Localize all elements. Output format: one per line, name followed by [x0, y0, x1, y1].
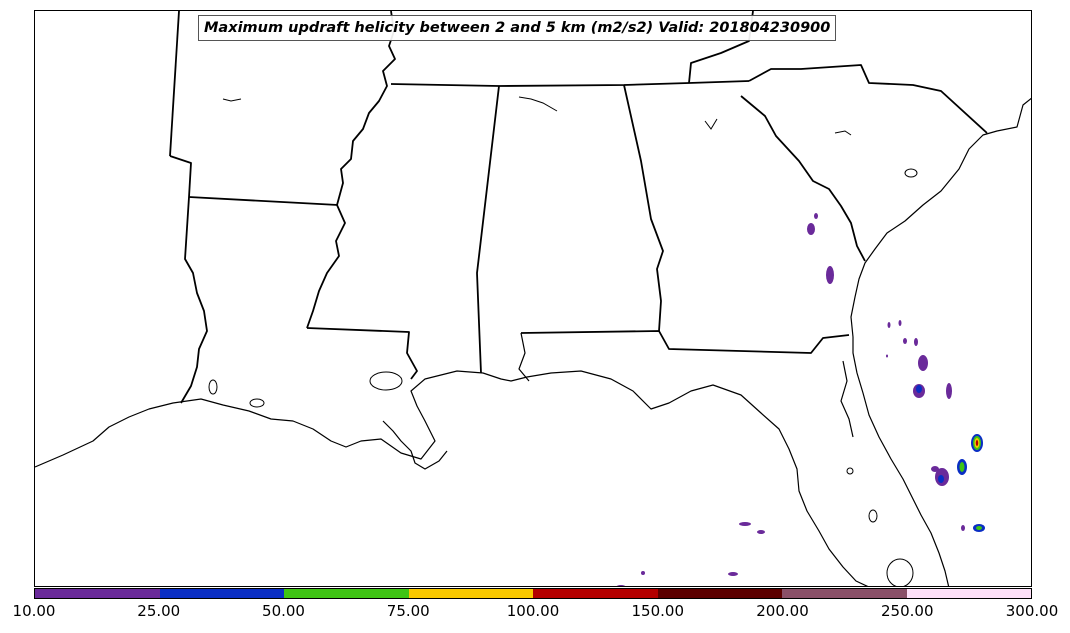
colorbar-segment	[408, 589, 533, 598]
lake-small-5	[222, 98, 242, 102]
northcarolina-southcarolina-border	[748, 64, 988, 134]
helicity-cell	[918, 355, 928, 371]
lake-small-1	[868, 509, 878, 523]
colorbar-tick-label: 150.00	[631, 602, 685, 620]
helicity-cell	[728, 572, 738, 576]
louisiana-delta-edge	[382, 420, 448, 470]
colorbar-segment	[284, 589, 409, 598]
updraft-helicity-cells	[616, 213, 985, 586]
colorbar-segment	[159, 589, 284, 598]
helicity-cell	[976, 526, 982, 530]
helicity-cell	[886, 354, 888, 358]
lake-guntersville	[518, 96, 558, 112]
helicity-cell	[914, 338, 918, 346]
helicity-cell	[641, 571, 645, 575]
mississippi-alabama-border	[476, 85, 500, 374]
colorbar-tick-label: 50.00	[262, 602, 305, 620]
state-borders	[169, 11, 988, 404]
georgia-southcarolina-border	[740, 95, 866, 262]
lake-marion	[904, 168, 918, 178]
map-frame	[34, 10, 1032, 587]
helicity-cell	[916, 385, 922, 393]
gulf-coast-west	[35, 370, 869, 586]
coastline	[35, 97, 1031, 586]
colorbar-tick-label: 10.00	[12, 602, 56, 620]
colorbar	[34, 588, 1032, 599]
colorbar-labels: 10.00 25.00 50.00 75.00 100.00 150.00 200.00 25…	[13, 602, 1059, 624]
helicity-cell	[903, 338, 907, 344]
arkansas-west-border	[169, 11, 180, 157]
helicity-cell	[975, 440, 979, 446]
helicity-cell	[616, 585, 626, 586]
lake-small-7	[704, 118, 718, 130]
helicity-cell	[898, 320, 902, 326]
tennessee-south-border	[390, 80, 750, 87]
helicity-cell	[931, 466, 939, 472]
lake-small-2	[846, 467, 854, 475]
colorbar-tick-label: 200.00	[756, 602, 809, 620]
florida-peninsula-inner	[840, 360, 854, 438]
map-canvas	[35, 11, 1031, 586]
helicity-cell	[959, 462, 965, 472]
helicity-cell	[826, 266, 834, 284]
lake-pontchartrain	[369, 371, 403, 391]
colorbar-segment	[533, 589, 658, 598]
colorbar-segment	[35, 589, 160, 598]
arkansas-louisiana-border	[188, 196, 339, 206]
helicity-cell	[807, 223, 815, 235]
colorbar-tick-label: 250.00	[881, 602, 934, 620]
colorbar-segment	[906, 589, 1031, 598]
lake-small-3	[208, 379, 218, 395]
colorbar-tick-label: 300.00	[1005, 602, 1059, 620]
alabama-florida-border	[520, 330, 850, 354]
helicity-cell	[946, 383, 952, 399]
helicity-cell	[739, 522, 751, 526]
louisiana-mississippi-border	[306, 327, 418, 380]
mobile-bay	[518, 332, 530, 382]
map-title: Maximum updraft helicity between 2 and 5…	[198, 15, 837, 41]
helicity-cell	[757, 530, 765, 534]
colorbar-tick-label: 75.00	[386, 602, 430, 620]
lake-small-6	[834, 130, 852, 136]
lake-okeechobee	[886, 558, 914, 586]
colorbar-segment	[657, 589, 782, 598]
mississippi-river-border	[306, 11, 396, 329]
helicity-cell	[938, 475, 944, 483]
helicity-cell	[887, 322, 891, 328]
helicity-cell	[814, 213, 818, 219]
alabama-georgia-border	[623, 84, 664, 332]
colorbar-tick-label: 25.00	[137, 602, 181, 620]
lake-small-4	[249, 398, 265, 408]
atlantic-coast	[850, 97, 1031, 586]
texas-louisiana-border	[169, 155, 208, 404]
colorbar-tick-label: 100.00	[506, 602, 560, 620]
colorbar-segment	[782, 589, 907, 598]
lakes	[208, 96, 918, 586]
helicity-cell	[961, 525, 965, 531]
